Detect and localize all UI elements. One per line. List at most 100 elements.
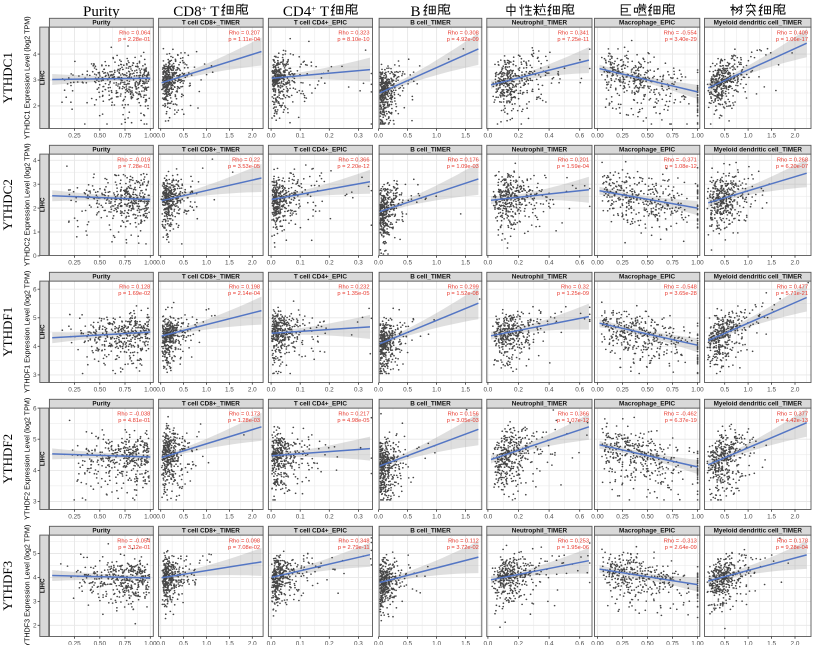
svg-text:1.0: 1.0 xyxy=(202,386,211,393)
svg-text:2.0: 2.0 xyxy=(791,513,800,520)
svg-text:1.5: 1.5 xyxy=(767,259,776,266)
svg-text:p = 6.37e-19: p = 6.37e-19 xyxy=(665,418,697,424)
svg-text:0.5: 0.5 xyxy=(720,259,729,266)
svg-text:0.50: 0.50 xyxy=(94,132,107,139)
svg-text:B cell_TIMER: B cell_TIMER xyxy=(410,528,451,535)
svg-text:T cell CD8+_TIMER: T cell CD8+_TIMER xyxy=(182,528,240,535)
svg-text:Rho = 0.064: Rho = 0.064 xyxy=(119,31,150,37)
svg-text:Neutrophil_TIMER: Neutrophil_TIMER xyxy=(512,147,568,154)
svg-text:0.25: 0.25 xyxy=(616,640,629,645)
svg-text:T cell CD8+_TIMER: T cell CD8+_TIMER xyxy=(182,147,240,154)
svg-text:0.0: 0.0 xyxy=(374,513,383,520)
svg-text:0.50: 0.50 xyxy=(94,386,107,393)
svg-text:p = 1.06e-17: p = 1.06e-17 xyxy=(776,37,808,43)
svg-text:0.5: 0.5 xyxy=(720,513,729,520)
svg-text:0.50: 0.50 xyxy=(641,259,654,266)
svg-text:1.0: 1.0 xyxy=(202,259,211,266)
svg-text:1.5: 1.5 xyxy=(767,132,776,139)
svg-text:0.2: 0.2 xyxy=(514,640,523,645)
svg-text:0.00: 0.00 xyxy=(591,513,604,520)
svg-text:0.25: 0.25 xyxy=(616,259,629,266)
svg-text:CD4+ T: CD4+ T xyxy=(283,4,329,21)
svg-text:0.5: 0.5 xyxy=(179,386,188,393)
svg-text:Purity: Purity xyxy=(92,401,111,408)
svg-text:Purity: Purity xyxy=(92,274,111,281)
svg-text:5: 5 xyxy=(33,551,37,558)
svg-text:1.0: 1.0 xyxy=(432,640,441,645)
svg-text:Rho = 0.377: Rho = 0.377 xyxy=(777,412,808,418)
svg-text:Rho = -0.548: Rho = -0.548 xyxy=(664,285,697,291)
svg-text:0.00: 0.00 xyxy=(591,132,604,139)
svg-text:0.3: 0.3 xyxy=(354,132,363,139)
svg-text:B cell_TIMER: B cell_TIMER xyxy=(410,147,451,154)
svg-text:YTHDC1: YTHDC1 xyxy=(0,52,15,103)
svg-text:p = 9.28e-04: p = 9.28e-04 xyxy=(776,545,808,551)
svg-text:Rho = 0.198: Rho = 0.198 xyxy=(229,285,260,291)
svg-text:2.0: 2.0 xyxy=(248,640,257,645)
svg-text:1.0: 1.0 xyxy=(744,132,753,139)
svg-text:4: 4 xyxy=(33,575,37,582)
svg-text:0.25: 0.25 xyxy=(68,640,81,645)
svg-text:0.00: 0.00 xyxy=(591,640,604,645)
svg-text:6: 6 xyxy=(33,286,37,293)
svg-text:0.4: 0.4 xyxy=(545,259,554,266)
svg-text:Purity: Purity xyxy=(92,528,111,535)
svg-text:Rho = 0.128: Rho = 0.128 xyxy=(119,285,150,291)
svg-text:0.0: 0.0 xyxy=(483,259,492,266)
svg-text:1.5: 1.5 xyxy=(461,513,470,520)
svg-text:0.50: 0.50 xyxy=(641,513,654,520)
svg-text:0.5: 0.5 xyxy=(403,132,412,139)
svg-text:Rho = 0.299: Rho = 0.299 xyxy=(448,285,479,291)
svg-text:1.5: 1.5 xyxy=(225,640,234,645)
svg-text:0.5: 0.5 xyxy=(179,259,188,266)
svg-text:4: 4 xyxy=(33,158,37,165)
svg-text:Rho = 0.201: Rho = 0.201 xyxy=(558,158,589,164)
svg-text:Rho = 0.178: Rho = 0.178 xyxy=(777,539,808,545)
svg-text:0.2: 0.2 xyxy=(325,513,334,520)
svg-text:YTHDF3 Expression Level (log2: YTHDF3 Expression Level (log2 TPM) xyxy=(23,525,32,645)
svg-text:4: 4 xyxy=(33,51,37,58)
svg-text:p = 1.52e-08: p = 1.52e-08 xyxy=(447,291,479,297)
svg-text:0.6: 0.6 xyxy=(575,259,584,266)
svg-text:p = 1.35e-05: p = 1.35e-05 xyxy=(337,291,369,297)
svg-text:1.5: 1.5 xyxy=(461,259,470,266)
svg-text:0.75: 0.75 xyxy=(666,640,679,645)
svg-text:0.0: 0.0 xyxy=(156,513,165,520)
svg-text:1.00: 1.00 xyxy=(691,132,704,139)
svg-text:CD8+ T: CD8+ T xyxy=(173,4,219,21)
svg-text:Rho = 0.366: Rho = 0.366 xyxy=(338,158,369,164)
svg-text:3: 3 xyxy=(33,181,37,188)
svg-text:0.75: 0.75 xyxy=(666,513,679,520)
svg-text:0.0: 0.0 xyxy=(374,132,383,139)
svg-text:1.0: 1.0 xyxy=(744,259,753,266)
svg-text:p = 8.10e-10: p = 8.10e-10 xyxy=(337,37,369,43)
svg-text:YTHDC2 Expression Level (log2: YTHDC2 Expression Level (log2 TPM) xyxy=(23,143,32,266)
svg-text:0.0: 0.0 xyxy=(267,259,276,266)
svg-text:1.0: 1.0 xyxy=(432,132,441,139)
svg-text:0.4: 0.4 xyxy=(545,132,554,139)
svg-text:Rho = 0.308: Rho = 0.308 xyxy=(448,31,479,37)
svg-text:1.0: 1.0 xyxy=(744,386,753,393)
svg-text:p = 1.09e-03: p = 1.09e-03 xyxy=(447,164,479,170)
svg-text:YTHDF1: YTHDF1 xyxy=(0,307,15,357)
svg-text:2.0: 2.0 xyxy=(791,386,800,393)
svg-text:0.0: 0.0 xyxy=(156,259,165,266)
svg-text:T cell CD4+_EPIC: T cell CD4+_EPIC xyxy=(294,20,347,27)
svg-text:2.0: 2.0 xyxy=(791,259,800,266)
svg-text:p = 1.95e-06: p = 1.95e-06 xyxy=(557,545,589,551)
svg-text:Macrophage_EPIC: Macrophage_EPIC xyxy=(619,528,675,535)
svg-text:0.50: 0.50 xyxy=(94,513,107,520)
svg-text:1.5: 1.5 xyxy=(461,386,470,393)
svg-text:0.6: 0.6 xyxy=(575,513,584,520)
svg-text:0.0: 0.0 xyxy=(374,386,383,393)
svg-text:0.0: 0.0 xyxy=(156,640,165,645)
svg-text:0.0: 0.0 xyxy=(267,386,276,393)
svg-text:2.0: 2.0 xyxy=(791,640,800,645)
svg-text:p = 2.28e-01: p = 2.28e-01 xyxy=(118,37,150,43)
svg-text:0.75: 0.75 xyxy=(119,640,132,645)
svg-text:p = 1.07e-12: p = 1.07e-12 xyxy=(557,418,589,424)
svg-text:4: 4 xyxy=(33,344,37,351)
svg-text:0.5: 0.5 xyxy=(720,640,729,645)
svg-text:0.3: 0.3 xyxy=(354,513,363,520)
svg-text:1.5: 1.5 xyxy=(225,132,234,139)
